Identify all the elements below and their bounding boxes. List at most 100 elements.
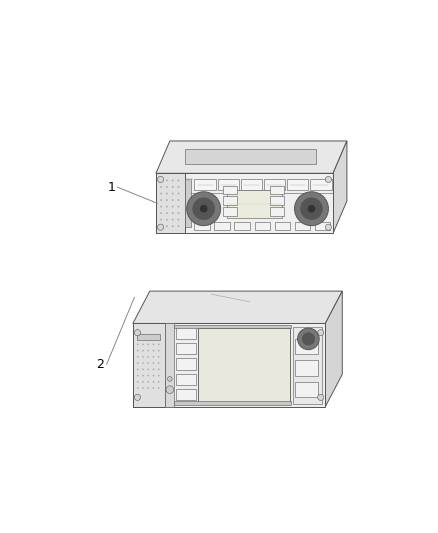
Circle shape	[142, 356, 144, 358]
Bar	[176, 343, 196, 354]
Bar	[174, 401, 291, 405]
Circle shape	[177, 225, 180, 227]
Circle shape	[166, 212, 168, 214]
Circle shape	[166, 192, 168, 195]
Circle shape	[152, 381, 154, 383]
Circle shape	[166, 225, 168, 227]
Bar	[223, 185, 237, 194]
Bar	[295, 382, 318, 398]
Circle shape	[152, 368, 154, 370]
Bar	[310, 180, 332, 190]
Bar	[156, 173, 333, 233]
Circle shape	[134, 329, 141, 336]
Circle shape	[142, 375, 144, 376]
Circle shape	[152, 350, 154, 351]
Circle shape	[172, 180, 173, 181]
Circle shape	[177, 219, 180, 221]
Circle shape	[152, 362, 154, 364]
Circle shape	[134, 394, 141, 400]
Circle shape	[160, 180, 162, 181]
Bar	[234, 222, 250, 230]
Circle shape	[166, 386, 173, 393]
Circle shape	[142, 344, 144, 345]
Bar	[293, 327, 322, 403]
Bar	[194, 222, 210, 230]
Circle shape	[307, 205, 315, 213]
Circle shape	[193, 198, 215, 220]
Circle shape	[142, 350, 144, 351]
Circle shape	[160, 186, 162, 188]
Circle shape	[148, 387, 149, 389]
Bar	[185, 149, 316, 164]
Circle shape	[177, 192, 180, 195]
Circle shape	[177, 180, 180, 181]
Circle shape	[172, 199, 173, 201]
Circle shape	[166, 199, 168, 201]
Text: 1: 1	[107, 181, 115, 193]
Circle shape	[137, 344, 138, 345]
Circle shape	[298, 328, 319, 350]
Bar	[294, 222, 310, 230]
Bar	[287, 180, 308, 190]
Circle shape	[172, 212, 173, 214]
Circle shape	[152, 337, 154, 339]
Circle shape	[294, 192, 328, 225]
Circle shape	[301, 198, 322, 220]
Circle shape	[152, 344, 154, 345]
Circle shape	[158, 356, 159, 358]
Circle shape	[325, 224, 332, 230]
Circle shape	[325, 176, 332, 182]
Circle shape	[148, 381, 149, 383]
Circle shape	[148, 368, 149, 370]
Bar	[176, 374, 196, 385]
Circle shape	[172, 219, 173, 221]
Circle shape	[166, 180, 168, 181]
Circle shape	[172, 225, 173, 227]
Circle shape	[160, 225, 162, 227]
Circle shape	[148, 362, 149, 364]
Bar	[165, 324, 174, 407]
Bar	[270, 207, 284, 216]
Circle shape	[166, 206, 168, 207]
Circle shape	[152, 356, 154, 358]
Polygon shape	[333, 141, 347, 233]
Circle shape	[137, 337, 138, 339]
Circle shape	[158, 224, 164, 230]
Circle shape	[137, 387, 138, 389]
Polygon shape	[325, 291, 342, 407]
Circle shape	[158, 344, 159, 345]
Circle shape	[148, 350, 149, 351]
Circle shape	[158, 362, 159, 364]
Bar	[270, 185, 284, 194]
Circle shape	[137, 381, 138, 383]
Circle shape	[177, 206, 180, 207]
Circle shape	[142, 387, 144, 389]
Polygon shape	[156, 141, 347, 173]
Bar	[176, 358, 196, 370]
Circle shape	[190, 179, 193, 181]
Circle shape	[152, 375, 154, 376]
Circle shape	[318, 394, 324, 400]
Circle shape	[160, 212, 162, 214]
Bar	[215, 222, 230, 230]
Circle shape	[137, 362, 138, 364]
Circle shape	[172, 186, 173, 188]
Circle shape	[160, 192, 162, 195]
Bar	[270, 196, 284, 205]
Circle shape	[158, 337, 159, 339]
Circle shape	[172, 192, 173, 195]
Circle shape	[160, 199, 162, 201]
Circle shape	[148, 344, 149, 345]
Circle shape	[142, 362, 144, 364]
Bar	[156, 173, 185, 233]
Circle shape	[158, 368, 159, 370]
Circle shape	[158, 381, 159, 383]
Bar	[194, 180, 216, 190]
Bar	[137, 334, 160, 341]
Circle shape	[158, 375, 159, 376]
Circle shape	[318, 329, 324, 336]
Circle shape	[302, 333, 314, 345]
Circle shape	[187, 179, 190, 181]
Circle shape	[166, 186, 168, 188]
Circle shape	[167, 377, 172, 381]
